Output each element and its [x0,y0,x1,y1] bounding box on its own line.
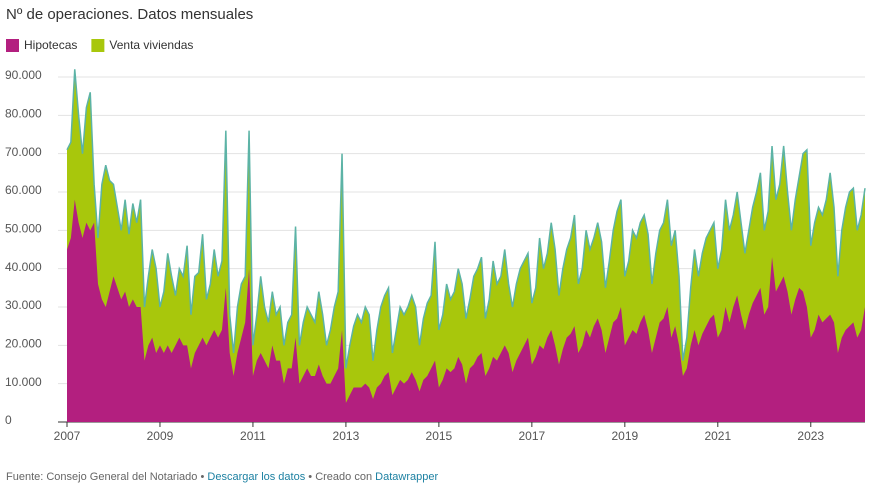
legend-label: Venta viviendas [109,38,193,52]
chart-title: Nº de operaciones. Datos mensuales [6,6,253,23]
y-tick-label: 80.000 [5,107,42,121]
x-tick-label: 2019 [611,429,638,443]
y-tick-label: 30.000 [5,298,42,312]
y-tick-label: 0 [5,413,12,427]
x-tick-label: 2007 [54,429,81,443]
x-tick-label: 2015 [426,429,453,443]
area [67,199,865,422]
separator: • [200,471,205,483]
y-tick-label: 10.000 [5,375,42,389]
y-tick-label: 60.000 [5,183,42,197]
x-tick-label: 2021 [704,429,731,443]
legend-swatch [6,39,19,52]
x-tick-label: 2017 [519,429,546,443]
y-tick-label: 90.000 [5,68,42,82]
legend-swatch [91,39,105,52]
source: Fuente: Consejo General del Notariado [6,471,198,483]
y-tick-label: 20.000 [5,337,42,351]
x-tick-label: 2009 [147,429,174,443]
download-link[interactable]: Descargar los datos [207,471,306,483]
x-tick-label: 2023 [797,429,824,443]
x-tick-label: 2013 [333,429,360,443]
y-tick-label: 70.000 [5,145,42,159]
tool-link[interactable]: Datawrapper [375,471,439,483]
chart: Nº de operaciones. Datos mensuales 0 10.0… [5,6,866,443]
x-tick-label: 2011 [240,429,266,443]
y-tick-label: 40.000 [5,260,42,274]
separator: • [308,471,313,483]
legend-label: Hipotecas [24,38,77,52]
credit: Creado con [315,471,373,483]
y-tick-label: 50.000 [5,222,42,236]
area-line [66,69,866,369]
footer: Fuente: Consejo General del Notariado • … [6,471,438,483]
